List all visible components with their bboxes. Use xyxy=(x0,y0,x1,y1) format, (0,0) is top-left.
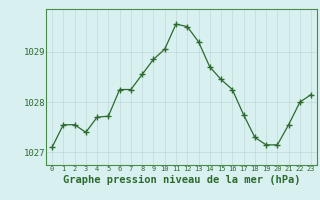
X-axis label: Graphe pression niveau de la mer (hPa): Graphe pression niveau de la mer (hPa) xyxy=(63,175,300,185)
